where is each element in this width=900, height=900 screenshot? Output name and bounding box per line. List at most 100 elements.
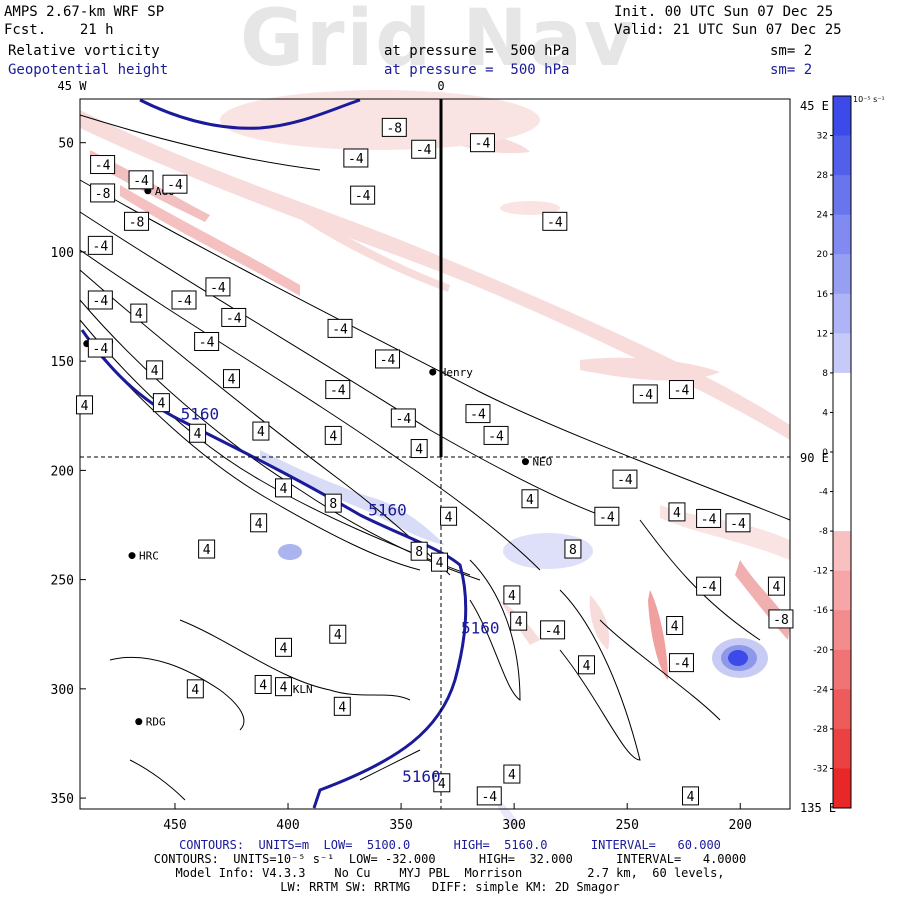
svg-text:-4: -4 <box>617 473 633 488</box>
svg-text:4: 4 <box>583 659 591 674</box>
svg-text:4: 4 <box>438 777 446 792</box>
svg-text:4: 4 <box>338 700 346 715</box>
svg-text:-4: -4 <box>475 137 491 152</box>
vorticity-label: 4 <box>275 478 293 498</box>
station-dot <box>429 368 437 376</box>
vorticity-label: -4 <box>87 338 113 358</box>
vorticity-label: -4 <box>668 653 694 673</box>
svg-text:4: 4 <box>203 543 211 558</box>
y-tick-label: 150 <box>51 355 74 370</box>
svg-text:4: 4 <box>228 373 236 388</box>
vorticity-label: -4 <box>465 404 491 424</box>
svg-text:4: 4 <box>526 493 534 508</box>
svg-text:-8: -8 <box>129 215 145 230</box>
colorbar-tick-label: -16 <box>813 606 828 616</box>
svg-text:8: 8 <box>415 545 423 560</box>
y-tick-label: 300 <box>51 683 74 698</box>
svg-text:-4: -4 <box>481 790 497 805</box>
svg-text:-4: -4 <box>95 159 111 174</box>
station-label: NEO <box>532 456 552 469</box>
y-tick-label: 100 <box>51 246 74 261</box>
colorbar-tick-label: 4 <box>822 408 828 418</box>
svg-text:4: 4 <box>671 619 679 634</box>
vorticity-label: -4 <box>542 211 568 231</box>
svg-text:-4: -4 <box>167 178 183 193</box>
svg-text:4: 4 <box>81 399 89 414</box>
vorticity-label: 4 <box>146 360 164 380</box>
svg-text:4: 4 <box>687 790 695 805</box>
colorbar-tick-label: 8 <box>822 369 828 379</box>
vorticity-label: 4 <box>521 489 539 509</box>
height-label: 5160 <box>181 405 220 424</box>
model-name: AMPS 2.67-km WRF SP <box>4 4 165 20</box>
svg-text:-4: -4 <box>355 189 371 204</box>
vorticity-label: -4 <box>221 307 247 327</box>
station-label: HRC <box>139 550 159 563</box>
svg-text:4: 4 <box>329 429 337 444</box>
vorticity-label: -4 <box>594 506 620 526</box>
svg-text:-4: -4 <box>701 580 717 595</box>
field1-smoothing: sm= 2 <box>770 43 813 59</box>
svg-text:4: 4 <box>157 397 165 412</box>
vorticity-label: -4 <box>632 384 658 404</box>
colorbar-segment <box>833 175 851 216</box>
colorbar-tick-label: 32 <box>817 132 828 142</box>
vorticity-label: 4 <box>324 425 342 445</box>
vorticity-label: 8 <box>410 541 428 561</box>
vorticity-label: -4 <box>171 290 197 310</box>
vorticity-label: 4 <box>682 786 700 806</box>
svg-text:4: 4 <box>334 628 342 643</box>
colorbar-segment <box>833 135 851 176</box>
colorbar-segment <box>833 412 851 453</box>
svg-text:-4: -4 <box>637 388 653 403</box>
svg-text:4: 4 <box>415 443 423 458</box>
longitude-label: 90 E <box>800 451 829 465</box>
colorbar-segment <box>833 689 851 730</box>
plot-axes: 450 400 350 300 250 200 50 100 150 200 250 300 350 <box>51 98 791 833</box>
colorbar-tick-label: 0 <box>822 448 828 458</box>
svg-text:4: 4 <box>515 615 523 630</box>
svg-text:-4: -4 <box>93 342 109 357</box>
vorticity-contour-info: CONTOURS: UNITS=10⁻⁵ s⁻¹ LOW= -32.000 HI… <box>153 852 747 866</box>
svg-text:-4: -4 <box>332 322 348 337</box>
svg-text:4: 4 <box>151 364 159 379</box>
colorbar-tick-label: 24 <box>817 211 829 221</box>
vorticity-label: -4 <box>350 185 376 205</box>
svg-text:4: 4 <box>445 510 453 525</box>
svg-text:-4: -4 <box>176 294 192 309</box>
vorticity-label: 4 <box>666 615 684 635</box>
vorticity-label: -4 <box>469 133 495 153</box>
colorbar-tick-label: 16 <box>817 290 829 300</box>
height-label: 5160 <box>461 619 500 638</box>
vorticity-label: 4 <box>275 677 293 697</box>
svg-text:8: 8 <box>569 543 577 558</box>
y-tick-label: 350 <box>51 792 74 807</box>
colorbar-tick-label: 12 <box>817 329 828 339</box>
station-dot <box>128 552 136 560</box>
colorbar-tick-label: 20 <box>817 250 829 260</box>
colorbar-segment <box>833 728 851 769</box>
vorticity-label: 4 <box>198 539 216 559</box>
svg-text:4: 4 <box>773 580 781 595</box>
svg-text:-8: -8 <box>386 121 402 136</box>
vorticity-label: -8 <box>381 117 407 137</box>
vorticity-label: 4 <box>329 624 347 644</box>
vorticity-label: 4 <box>510 611 528 631</box>
field2-name: Geopotential height <box>8 62 169 78</box>
colorbar-segment <box>833 610 851 651</box>
vorticity-label: -4 <box>87 235 113 255</box>
svg-text:4: 4 <box>259 678 267 693</box>
vorticity-label: -4 <box>128 170 154 190</box>
svg-text:-4: -4 <box>730 517 746 532</box>
vorticity-label: -4 <box>696 576 722 596</box>
vorticity-contours <box>79 114 791 801</box>
vorticity-label: 4 <box>333 696 351 716</box>
svg-text:4: 4 <box>194 427 202 442</box>
station-label: Henry <box>440 366 473 379</box>
colorbar-segment <box>833 333 851 374</box>
valid-time: Valid: 21 UTC Sun 07 Dec 25 <box>614 22 842 38</box>
vorticity-label: 4 <box>152 393 170 413</box>
height-label: 5160 <box>368 501 407 520</box>
forecast-hour: Fcst. 21 h <box>4 22 114 38</box>
vorticity-label: -4 <box>725 513 751 533</box>
